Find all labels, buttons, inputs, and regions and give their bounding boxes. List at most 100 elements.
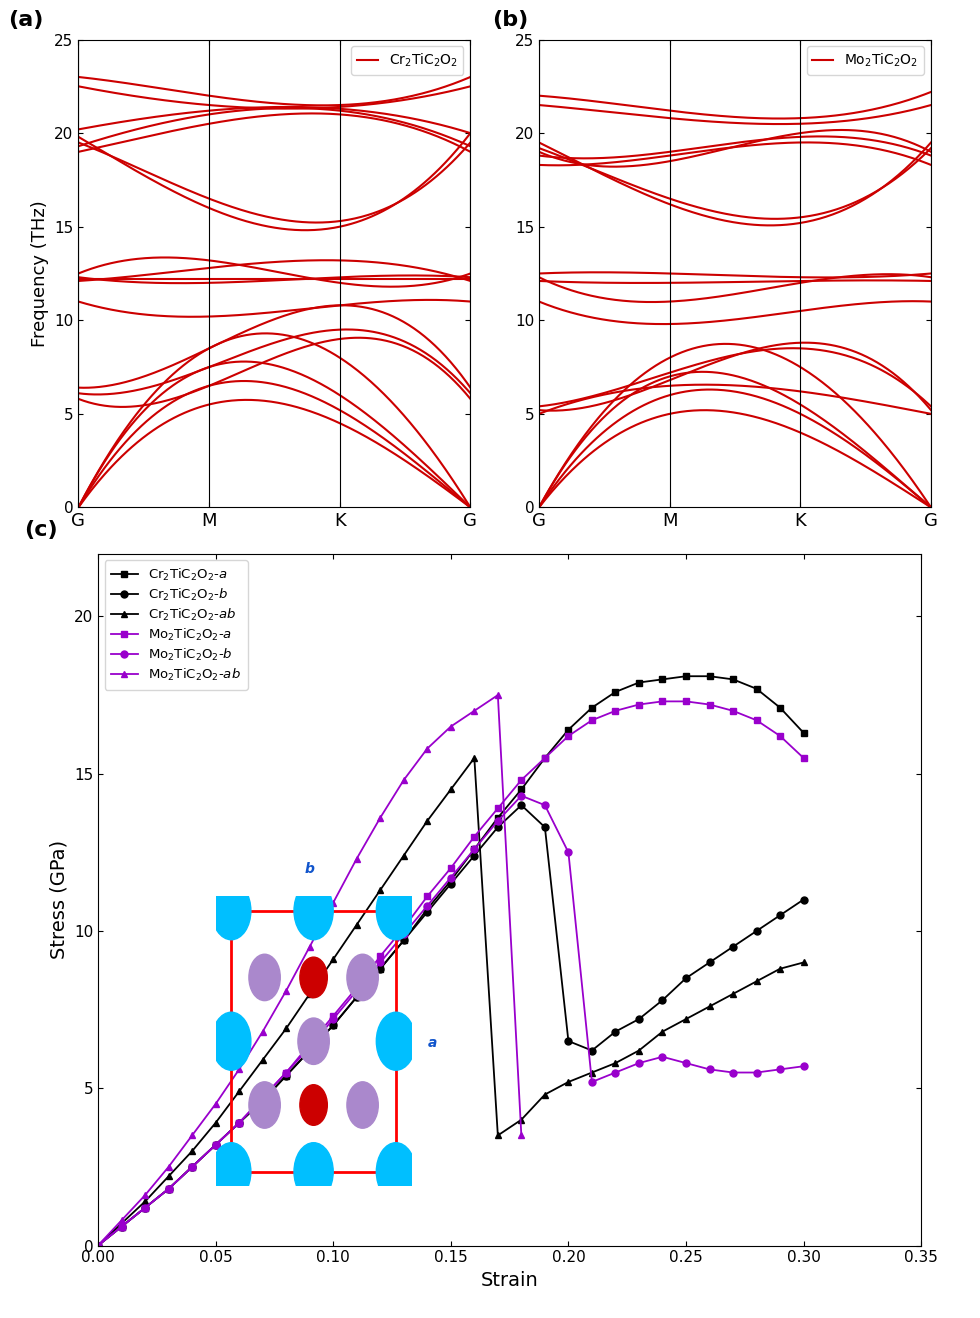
Mo$_2$TiC$_2$O$_2$-$ab$ <box>233 1061 245 1077</box>
Mo$_2$TiC$_2$O$_2$-$a$ <box>257 1090 269 1106</box>
Mo$_2$TiC$_2$O$_2$-$ab$ <box>139 1188 151 1203</box>
Cr$_2$TiC$_2$O$_2$-$b$ <box>586 1043 598 1058</box>
Cr$_2$TiC$_2$O$_2$-$a$ <box>468 841 480 857</box>
Cr$_2$TiC$_2$O$_2$-$ab$ <box>445 782 457 797</box>
Cr$_2$TiC$_2$O$_2$-$ab$ <box>610 1056 621 1072</box>
Mo$_2$TiC$_2$O$_2$-$a$ <box>680 693 692 709</box>
Cr$_2$TiC$_2$O$_2$-$a$ <box>563 722 574 738</box>
Cr$_2$TiC$_2$O$_2$-$a$ <box>492 809 504 825</box>
Cr$_2$TiC$_2$O$_2$-$a$ <box>92 1238 104 1253</box>
Mo$_2$TiC$_2$O$_2$-$ab$ <box>515 1127 527 1143</box>
Mo$_2$TiC$_2$O$_2$-$ab$ <box>351 850 363 866</box>
Cr$_2$TiC$_2$O$_2$-$ab$ <box>563 1074 574 1090</box>
Circle shape <box>212 1012 251 1070</box>
Mo$_2$TiC$_2$O$_2$-$b$ <box>92 1238 104 1253</box>
Cr$_2$TiC$_2$O$_2$-$ab$ <box>351 917 363 933</box>
Cr$_2$TiC$_2$O$_2$-$b$ <box>92 1238 104 1253</box>
Mo$_2$TiC$_2$O$_2$-$a$ <box>374 948 386 963</box>
Mo$_2$TiC$_2$O$_2$-$b$ <box>539 797 551 813</box>
Mo$_2$TiC$_2$O$_2$-$b$ <box>586 1074 598 1090</box>
Cr$_2$TiC$_2$O$_2$-$ab$ <box>280 1020 292 1036</box>
Mo$_2$TiC$_2$O$_2$-$b$ <box>280 1065 292 1081</box>
Cr$_2$TiC$_2$O$_2$-$a$ <box>798 725 809 741</box>
Cr$_2$TiC$_2$O$_2$-$ab$ <box>139 1194 151 1210</box>
Mo$_2$TiC$_2$O$_2$-$a$ <box>445 861 457 876</box>
Mo$_2$TiC$_2$O$_2$-$ab$ <box>374 809 386 825</box>
Mo$_2$TiC$_2$O$_2$-$ab$ <box>492 687 504 702</box>
Circle shape <box>300 957 327 998</box>
Mo$_2$TiC$_2$O$_2$-$ab$ <box>398 772 410 788</box>
Cr$_2$TiC$_2$O$_2$-$a$ <box>421 902 433 917</box>
Mo$_2$TiC$_2$O$_2$-$a$ <box>539 750 551 766</box>
X-axis label: Strain: Strain <box>481 1271 538 1290</box>
Cr$_2$TiC$_2$O$_2$-$ab$ <box>633 1043 645 1058</box>
Circle shape <box>294 882 333 940</box>
Mo$_2$TiC$_2$O$_2$-$a$ <box>280 1065 292 1081</box>
Mo$_2$TiC$_2$O$_2$-$a$ <box>92 1238 104 1253</box>
Cr$_2$TiC$_2$O$_2$-$ab$ <box>657 1024 668 1040</box>
Mo$_2$TiC$_2$O$_2$-$b$ <box>233 1115 245 1131</box>
Mo$_2$TiC$_2$O$_2$-$a$ <box>774 728 786 743</box>
Mo$_2$TiC$_2$O$_2$-$a$ <box>751 712 762 728</box>
Cr$_2$TiC$_2$O$_2$-$a$ <box>610 684 621 700</box>
Circle shape <box>212 1143 251 1201</box>
Cr$_2$TiC$_2$O$_2$-$b$ <box>680 970 692 986</box>
Cr$_2$TiC$_2$O$_2$-$b$ <box>515 797 527 813</box>
Cr$_2$TiC$_2$O$_2$-$a$ <box>210 1137 221 1153</box>
Cr$_2$TiC$_2$O$_2$-$a$ <box>727 671 739 687</box>
Circle shape <box>294 1143 333 1201</box>
Cr$_2$TiC$_2$O$_2$-$a$ <box>657 671 668 687</box>
Cr$_2$TiC$_2$O$_2$-$b$ <box>468 847 480 863</box>
Mo$_2$TiC$_2$O$_2$-$b$ <box>563 845 574 861</box>
Cr$_2$TiC$_2$O$_2$-$b$ <box>139 1199 151 1215</box>
Cr$_2$TiC$_2$O$_2$-$a$ <box>586 700 598 716</box>
Mo$_2$TiC$_2$O$_2$-$b$ <box>492 813 504 829</box>
Text: (c): (c) <box>24 519 58 539</box>
Cr$_2$TiC$_2$O$_2$-$ab$ <box>704 999 715 1015</box>
Mo$_2$TiC$_2$O$_2$-$ab$ <box>257 1024 269 1040</box>
Mo$_2$TiC$_2$O$_2$-$a$ <box>586 712 598 728</box>
Mo$_2$TiC$_2$O$_2$-$a$ <box>492 800 504 816</box>
Cr$_2$TiC$_2$O$_2$-$ab$ <box>92 1238 104 1253</box>
Mo$_2$TiC$_2$O$_2$-$a$ <box>233 1115 245 1131</box>
Cr$_2$TiC$_2$O$_2$-$a$ <box>186 1159 198 1174</box>
Cr$_2$TiC$_2$O$_2$-$b$ <box>374 961 386 977</box>
Cr$_2$TiC$_2$O$_2$-$ab$ <box>680 1011 692 1027</box>
Line: Cr$_2$TiC$_2$O$_2$-$ab$: Cr$_2$TiC$_2$O$_2$-$ab$ <box>94 754 808 1249</box>
Mo$_2$TiC$_2$O$_2$-$a$ <box>210 1137 221 1153</box>
Cr$_2$TiC$_2$O$_2$-$a$ <box>351 988 363 1004</box>
Mo$_2$TiC$_2$O$_2$-$ab$ <box>468 702 480 718</box>
Y-axis label: Frequency (THz): Frequency (THz) <box>30 200 49 347</box>
Mo$_2$TiC$_2$O$_2$-$a$ <box>704 697 715 713</box>
Mo$_2$TiC$_2$O$_2$-$b$ <box>398 927 410 942</box>
Cr$_2$TiC$_2$O$_2$-$b$ <box>563 1033 574 1049</box>
Legend: Mo$_2$TiC$_2$O$_2$: Mo$_2$TiC$_2$O$_2$ <box>807 46 924 75</box>
Cr$_2$TiC$_2$O$_2$-$b$ <box>657 992 668 1008</box>
Cr$_2$TiC$_2$O$_2$-$ab$ <box>210 1115 221 1131</box>
Cr$_2$TiC$_2$O$_2$-$a$ <box>680 668 692 684</box>
Mo$_2$TiC$_2$O$_2$-$ab$ <box>92 1238 104 1253</box>
Cr$_2$TiC$_2$O$_2$-$a$ <box>304 1043 316 1058</box>
Cr$_2$TiC$_2$O$_2$-$a$ <box>704 668 715 684</box>
Mo$_2$TiC$_2$O$_2$-$b$ <box>304 1040 316 1056</box>
Cr$_2$TiC$_2$O$_2$-$b$ <box>704 954 715 970</box>
Mo$_2$TiC$_2$O$_2$-$b$ <box>680 1056 692 1072</box>
Cr$_2$TiC$_2$O$_2$-$ab$ <box>515 1112 527 1128</box>
Cr$_2$TiC$_2$O$_2$-$b$ <box>398 933 410 949</box>
Mo$_2$TiC$_2$O$_2$-$b$ <box>751 1065 762 1081</box>
Line: Cr$_2$TiC$_2$O$_2$-$a$: Cr$_2$TiC$_2$O$_2$-$a$ <box>94 672 808 1249</box>
Line: Mo$_2$TiC$_2$O$_2$-$ab$: Mo$_2$TiC$_2$O$_2$-$ab$ <box>94 692 525 1249</box>
Text: (b): (b) <box>492 11 528 30</box>
Cr$_2$TiC$_2$O$_2$-$b$ <box>163 1181 174 1197</box>
Cr$_2$TiC$_2$O$_2$-$a$ <box>374 961 386 977</box>
Mo$_2$TiC$_2$O$_2$-$a$ <box>633 697 645 713</box>
Mo$_2$TiC$_2$O$_2$-$b$ <box>515 788 527 804</box>
Mo$_2$TiC$_2$O$_2$-$ab$ <box>280 983 292 999</box>
Cr$_2$TiC$_2$O$_2$-$ab$ <box>257 1052 269 1068</box>
Circle shape <box>212 882 251 940</box>
Cr$_2$TiC$_2$O$_2$-$b$ <box>327 1017 339 1033</box>
Mo$_2$TiC$_2$O$_2$-$a$ <box>563 728 574 743</box>
Circle shape <box>376 1143 416 1201</box>
Circle shape <box>376 1012 416 1070</box>
Circle shape <box>249 954 280 1000</box>
